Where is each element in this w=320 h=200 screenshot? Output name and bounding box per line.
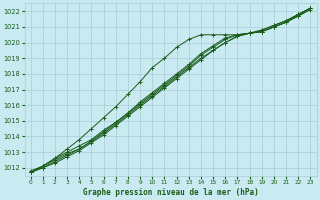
X-axis label: Graphe pression niveau de la mer (hPa): Graphe pression niveau de la mer (hPa) xyxy=(83,188,258,197)
